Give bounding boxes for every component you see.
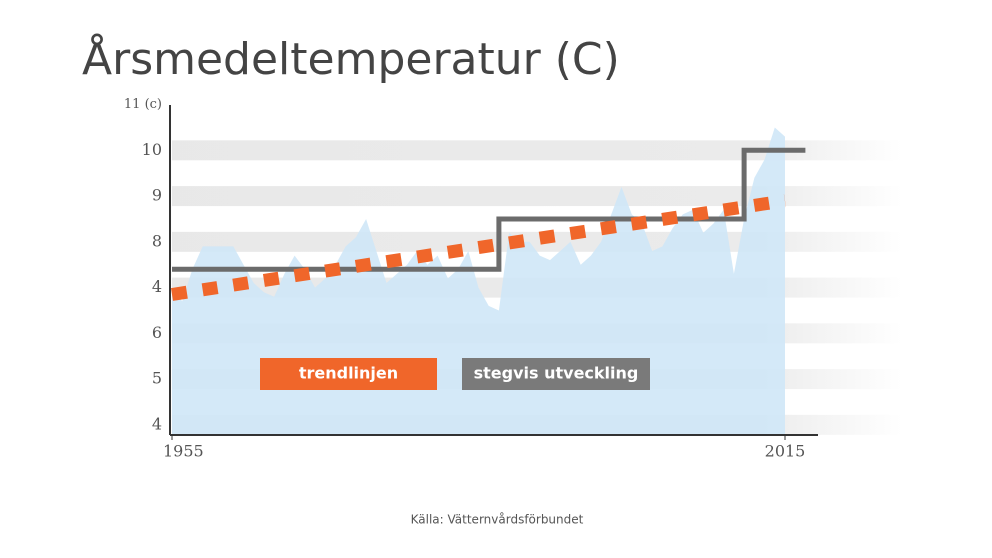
- legend-label: stegvis utveckling: [474, 364, 639, 383]
- y-tick-label: 10: [142, 140, 162, 159]
- y-tick-label: 9: [152, 186, 162, 205]
- y-tick-label: 11 (c): [124, 97, 162, 112]
- x-tick-label: 2015: [765, 442, 806, 461]
- grid-line: [172, 186, 902, 207]
- x-tick-label: 1955: [163, 442, 204, 461]
- y-tick-label: 5: [152, 369, 162, 388]
- y-tick-label: 8: [152, 231, 162, 250]
- step-line: [172, 147, 806, 272]
- y-tick-label: 4: [152, 277, 162, 296]
- source: Källa: Vätternvårdsförbundet: [411, 513, 584, 527]
- legend-label: trendlinjen: [299, 364, 398, 383]
- grid-line: [172, 140, 902, 161]
- legend-swatch: [462, 358, 650, 390]
- y-tick-label: 4: [152, 414, 162, 433]
- trend-line: [171, 194, 786, 301]
- chart-title: Årsmedeltemperatur (C): [82, 32, 620, 85]
- grid-line: [172, 231, 902, 252]
- legend-swatch: [260, 358, 437, 390]
- temperature-area: [172, 127, 785, 434]
- y-tick-label: 6: [152, 323, 162, 342]
